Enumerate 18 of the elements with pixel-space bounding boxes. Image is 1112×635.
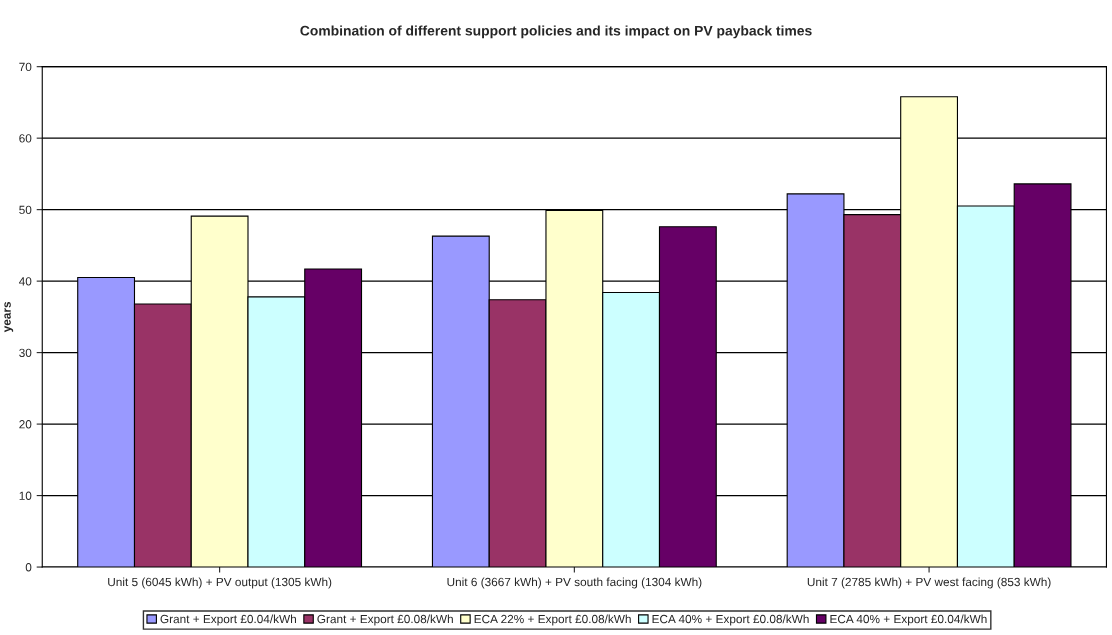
y-tick-label: 60 <box>19 134 32 143</box>
chart-title: Combination of different support policies and its impact on PV payback times <box>300 25 812 39</box>
legend-label: ECA 40% + Export £0.08/kWh <box>652 614 809 626</box>
legend-label: Grant + Export £0.04/kWh <box>160 614 296 626</box>
y-axis-title: years <box>4 301 14 333</box>
x-tick-label: Unit 5 (6045 kWh) + PV output (1305 kWh) <box>108 577 332 589</box>
legend-label: Grant + Export £0.08/kWh <box>317 614 453 626</box>
x-tick-label: Unit 6 (3667 kWh) + PV south facing (1304 kWh) <box>447 577 702 589</box>
y-tick-label: 50 <box>19 205 32 215</box>
y-tick-label: 40 <box>18 277 32 286</box>
y-tick-label: 30 <box>19 348 32 357</box>
y-tick-label: 20 <box>19 420 32 429</box>
x-tick-label: Unit 7 (2785 kWh) + PV west facing (853 kWh) <box>807 577 1051 589</box>
y-tick-label: 0 <box>25 563 32 572</box>
y-tick-label: 10 <box>19 491 32 500</box>
y-tick-label: 70 <box>19 62 32 72</box>
legend-label: ECA 22% + Export £0.08/kWh <box>474 614 631 626</box>
legend-label: ECA 40% + Export £0.04/kWh <box>830 614 987 626</box>
